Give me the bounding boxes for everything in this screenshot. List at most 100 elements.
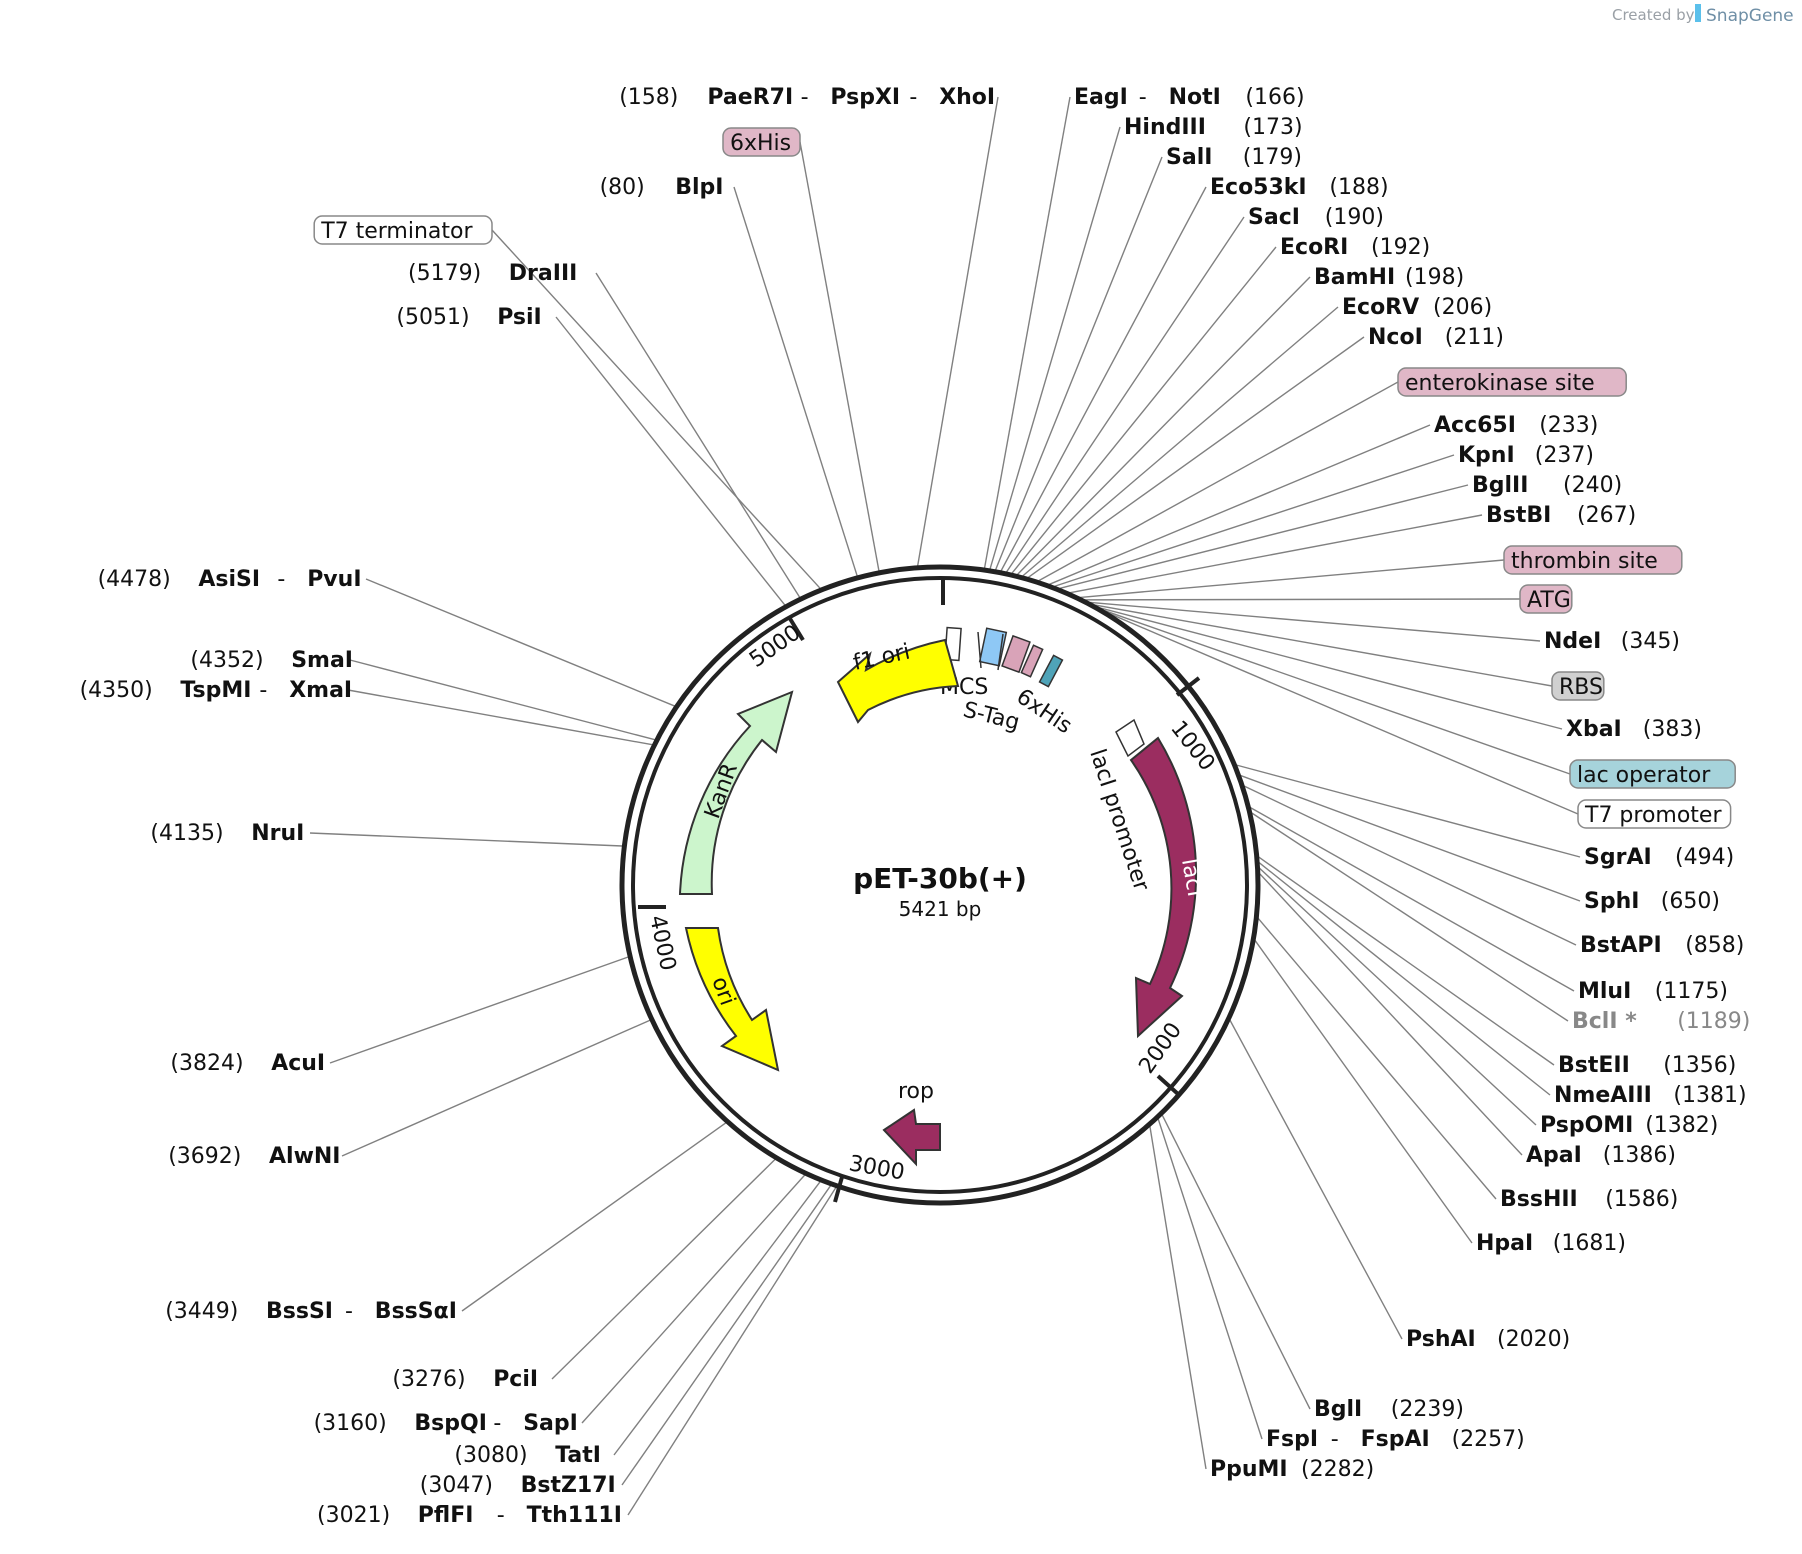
leader-line [983,96,1071,569]
leader-line [1038,381,1399,582]
leader-line [1000,186,1207,572]
site-position: (1382) [1645,1113,1718,1138]
site-label-pshai: PshAI (2020) [1406,1327,1570,1352]
site-label-sali: SalI (179) [1166,145,1302,170]
enzyme-name: BssSαI [375,1299,457,1324]
enzyme-name: ApaI [1526,1143,1582,1168]
site-position: (198) [1405,265,1464,290]
feature-label-rbs: RBS [1551,671,1605,701]
ori-arrow [684,927,780,1072]
site-label-fspi: FspI - FspAI (2257) [1266,1427,1525,1452]
stag-box [1001,634,1031,674]
leader-line [994,156,1163,571]
site-position: (1386) [1603,1143,1676,1168]
site-position: (3692) [168,1144,241,1169]
separator: - [1139,85,1147,110]
enzyme-name: PpuMI [1210,1457,1288,1482]
enzyme-name: BamHI [1314,265,1395,290]
leader-line [555,316,786,606]
site-label-asisi: (4478) AsiSI - PvuI [98,567,362,592]
separator: - [909,85,917,110]
site-label-pflfi: (3021) PflFI - Tth111I [317,1503,622,1528]
site-position: (206) [1433,295,1492,320]
enzyme-name: NmeAIII [1554,1083,1652,1108]
leader-line [347,689,653,746]
enzyme-name: SacI [1248,205,1300,230]
enzyme-name: PsiI [497,305,542,330]
site-position: (3047) [420,1473,493,1498]
site-label-bcli-: BclI * (1189) [1572,1009,1750,1034]
leader-line [1161,1114,1311,1410]
enzyme-name: BstEII [1558,1053,1630,1078]
site-position: (267) [1577,503,1636,528]
leader-line [621,1185,832,1486]
leader-line [365,578,675,707]
backbone-outer [619,564,1261,1206]
enzyme-name: PspOMI [1540,1113,1633,1138]
site-position: (1189) [1677,1009,1750,1034]
enzyme-name: BclI * [1572,1009,1637,1034]
enzyme-name: PflFI [418,1503,474,1528]
site-label-bstapi: BstAPI (858) [1580,933,1744,958]
site-position: (173) [1243,115,1302,140]
leader-line [461,1122,727,1312]
plasmid-name: pET-30b(+) [853,862,1027,895]
site-label-blpi: (80) BlpI [600,175,724,200]
thrombin-box [1020,644,1044,678]
leader-lines [309,96,1581,1516]
enzyme-name: PvuI [307,567,361,592]
leader-line [581,1174,806,1424]
site-label-smai: (4352) SmaI [190,648,353,673]
leader-line [551,1158,776,1380]
leader-line [1240,774,1581,902]
enzyme-name: AsiSI [198,567,260,592]
backbone-inner [631,576,1249,1194]
leader-line [309,832,623,847]
feature-label-text: T7 terminator [320,219,473,244]
enzyme-name: NruI [251,821,304,846]
enzyme-name: KpnI [1458,443,1515,468]
separator: - [345,1299,353,1324]
site-position: (1681) [1553,1231,1626,1256]
site-position: (1586) [1605,1187,1678,1212]
site-position: (4135) [150,821,223,846]
site-position: (166) [1245,85,1304,110]
enzyme-name: BspQI [414,1411,487,1436]
enzyme-name: EcoRV [1342,295,1419,320]
enzyme-name: PciI [493,1367,538,1392]
leader-line [1095,604,1553,687]
site-label-bglii: BglII (240) [1472,473,1622,498]
enzyme-name: BssSI [266,1299,333,1324]
site-position: (4478) [98,567,171,592]
enzyme-name: BglI [1314,1397,1362,1422]
leader-line [1016,276,1311,575]
site-label-pcii: (3276) PciI [392,1367,538,1392]
leader-line [989,126,1121,570]
enzyme-name: FspI [1266,1427,1318,1452]
site-label-sgrai: SgrAI (494) [1584,845,1734,870]
separator: - [1331,1427,1339,1452]
site-position: (4350) [80,678,153,703]
enzyme-name: AcuI [271,1051,325,1076]
separator: - [259,678,267,703]
site-position: (190) [1325,205,1384,230]
leader-line [1254,940,1473,1244]
site-label-apai: ApaI (1386) [1526,1143,1676,1168]
site-position: (240) [1563,473,1622,498]
site-label-sphi: SphI (650) [1584,889,1720,914]
site-position: (2020) [1497,1327,1570,1352]
leader-line [1011,246,1277,574]
his-box [1038,654,1064,688]
site-position: (650) [1661,889,1720,914]
enzyme-name: BstZ17I [521,1473,616,1498]
site-label-ndei: NdeI (345) [1544,629,1680,654]
feature-label-atg: ATG [1519,584,1573,614]
site-label-tspmi: (4350) TspMI - XmaI [80,678,353,703]
leader-line [627,1187,837,1516]
site-position: (1175) [1655,979,1728,1004]
site-label-alwni: (3692) AlwNI [168,1144,340,1169]
leader-line [1049,424,1431,585]
enzyme-name: PshAI [1406,1327,1476,1352]
leader-line [613,1181,821,1456]
enzyme-name: SphI [1584,889,1639,914]
